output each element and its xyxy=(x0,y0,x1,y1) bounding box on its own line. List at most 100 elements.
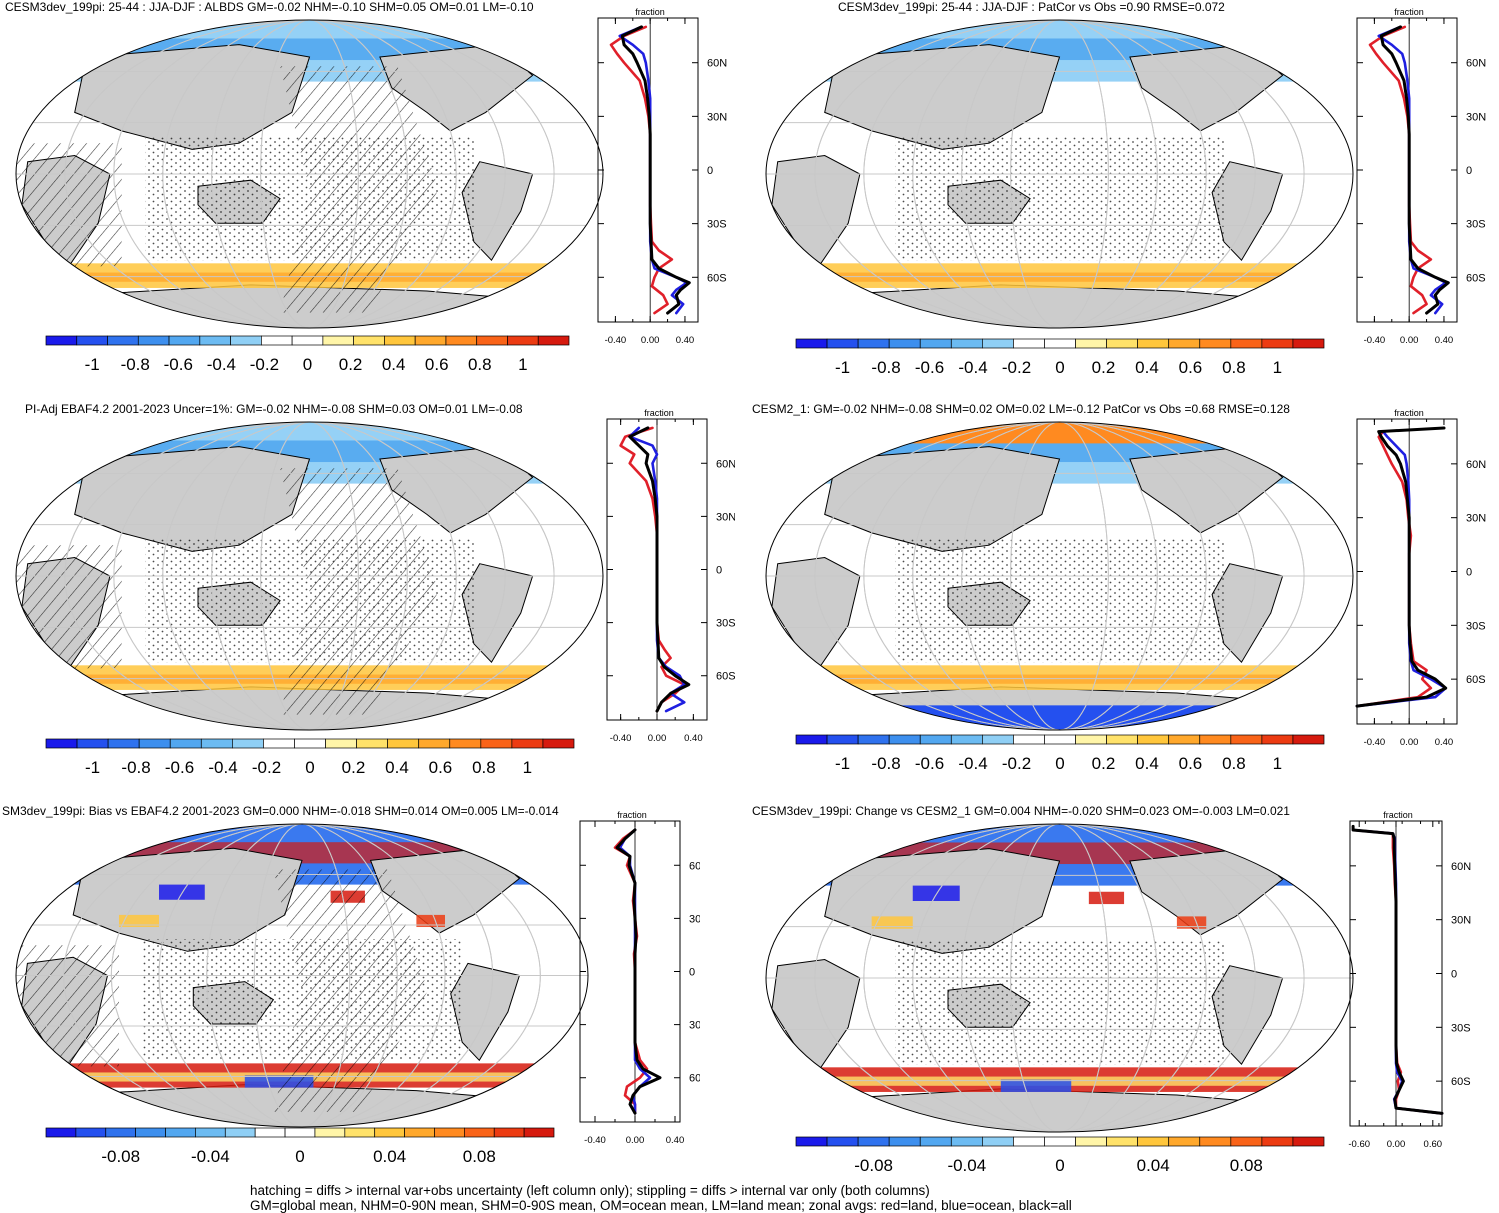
colorbar-label: 0.08 xyxy=(1230,1156,1263,1175)
zonal-series-line xyxy=(628,426,691,713)
colorbar-swatch xyxy=(950,1136,983,1147)
panel-2-colorbar: -1 -0.8 -0.6 -0.4 -0.2 0 0.2 0.4 0.6 0.8 1 xyxy=(795,338,1325,377)
zonal-series-line xyxy=(1355,430,1433,708)
y-tick-label: 0 xyxy=(716,565,722,577)
colorbar-swatch xyxy=(384,335,416,346)
panel-1-zonal-profile: fraction -0.40 0.00 0.40 60N 30N 0 30S 60S xyxy=(597,7,727,345)
y-tick-label: 30S xyxy=(1451,1022,1471,1034)
colorbar-swatch xyxy=(888,734,921,745)
colorbar-label: -0.4 xyxy=(958,754,987,773)
colorbar-swatch xyxy=(344,1127,376,1138)
panel-5-colorbar: -0.08 -0.04 0 0.04 0.08 xyxy=(45,1127,555,1166)
colorbar-label: 0.2 xyxy=(342,758,366,777)
y-tick-label: 60N xyxy=(1451,861,1471,873)
y-tick-label: 30N xyxy=(1451,915,1471,927)
x-axis-label: fraction xyxy=(1394,408,1424,418)
colorbar-swatch xyxy=(950,338,983,349)
colorbar-swatch xyxy=(434,1127,465,1138)
y-tick-label: 60S xyxy=(1466,272,1486,284)
colorbar-label: -0.04 xyxy=(191,1147,230,1166)
y-tick-label: 0 xyxy=(1451,969,1457,981)
colorbar-swatch xyxy=(1230,734,1263,745)
colorbar-swatch xyxy=(1199,338,1232,349)
colorbar-label: -0.2 xyxy=(250,355,279,374)
colorbar-swatch xyxy=(1261,734,1294,745)
panel-4-map xyxy=(765,421,1354,731)
colorbar-swatch xyxy=(199,335,231,346)
colorbar-swatch xyxy=(1261,338,1294,349)
colorbar-swatch xyxy=(168,335,201,346)
colorbar-swatch xyxy=(414,335,447,346)
x-tick-label: 0.00 xyxy=(648,733,667,744)
colorbar-swatch xyxy=(826,338,859,349)
colorbar-swatch xyxy=(464,1127,495,1138)
colorbar-label: -0.8 xyxy=(871,754,900,773)
colorbar-label: 0 xyxy=(1055,754,1064,773)
y-tick-label: 0 xyxy=(689,967,695,979)
y-tick-label: 60N xyxy=(689,860,700,872)
colorbar-label: -0.6 xyxy=(915,358,944,377)
y-tick-label: 60S xyxy=(716,671,735,683)
zonal-series-line xyxy=(615,828,662,1115)
colorbar-swatch xyxy=(230,335,262,346)
x-tick-label: -0.40 xyxy=(610,733,632,744)
panel-1-map xyxy=(15,19,604,329)
y-tick-label: 60N xyxy=(1466,459,1486,471)
colorbar-swatch xyxy=(1292,734,1325,745)
colorbar-label: -0.08 xyxy=(101,1147,140,1166)
x-axis-label: fraction xyxy=(644,408,674,418)
panel-3-map xyxy=(15,421,604,731)
colorbar-swatch xyxy=(1075,338,1107,349)
y-tick-label: 60N xyxy=(1466,58,1486,70)
panel-3-zonal-profile: fraction -0.40 0.00 0.40 60N 30N 0 30S 60S xyxy=(606,408,735,744)
colorbar-swatch xyxy=(232,738,264,749)
colorbar-label: -0.4 xyxy=(207,355,236,374)
colorbar-label: -0.2 xyxy=(1002,358,1031,377)
colorbar-label: 0.2 xyxy=(1092,754,1116,773)
colorbar-label: 0.8 xyxy=(468,355,492,374)
colorbar-label: -0.6 xyxy=(915,754,944,773)
y-tick-label: 30S xyxy=(1466,219,1486,231)
y-tick-label: 60S xyxy=(1451,1076,1471,1088)
colorbar-swatch xyxy=(1013,1136,1045,1147)
colorbar-label: -1 xyxy=(85,355,100,374)
figure-footnote: hatching = diffs > internal var+obs unce… xyxy=(250,1183,1072,1213)
colorbar-swatch xyxy=(857,338,890,349)
y-tick-label: 0 xyxy=(707,165,713,177)
colorbar-swatch xyxy=(314,1127,346,1138)
panel-3-colorbar: -1 -0.8 -0.6 -0.4 -0.2 0 0.2 0.4 0.6 0.8 1 xyxy=(45,738,575,777)
colorbar-swatch xyxy=(254,1127,286,1138)
panel-5-title: SM3dev_199pi: Bias vs EBAF4.2 2001-2023 … xyxy=(2,804,559,818)
colorbar-swatch xyxy=(294,738,326,749)
y-tick-label: 30N xyxy=(689,913,700,925)
colorbar-swatch xyxy=(261,335,293,346)
colorbar-swatch xyxy=(200,738,233,749)
colorbar-swatch xyxy=(1106,734,1138,745)
colorbar-label: 0.2 xyxy=(339,355,363,374)
colorbar-label: 0.04 xyxy=(1137,1156,1170,1175)
colorbar-swatch xyxy=(511,738,544,749)
panel-1-title: CESM3dev_199pi: 25-44 : JJA-DJF : ALBDS … xyxy=(5,0,534,14)
colorbar-swatch xyxy=(1137,734,1170,745)
colorbar-swatch xyxy=(45,335,78,346)
colorbar-swatch xyxy=(982,734,1014,745)
colorbar-swatch xyxy=(137,335,170,346)
colorbar-label: 1 xyxy=(1273,754,1282,773)
x-tick-label: 0.00 xyxy=(1400,737,1419,748)
colorbar-label: 0 xyxy=(305,758,314,777)
colorbar-swatch xyxy=(387,738,420,749)
colorbar-label: -0.2 xyxy=(1002,754,1031,773)
colorbar-label: -0.6 xyxy=(164,355,193,374)
colorbar-swatch xyxy=(1137,1136,1170,1147)
zonal-series-line xyxy=(1379,25,1450,315)
colorbar-swatch xyxy=(75,1127,107,1138)
colorbar-swatch xyxy=(165,1127,196,1138)
colorbar-label: 0.6 xyxy=(1179,358,1203,377)
colorbar-label: 1 xyxy=(518,355,527,374)
colorbar-swatch xyxy=(224,1127,256,1138)
colorbar-swatch xyxy=(982,338,1014,349)
colorbar-swatch xyxy=(1106,1136,1138,1147)
panel-2-zonal-profile: fraction -0.40 0.00 0.40 60N 30N 0 30S 60S xyxy=(1356,7,1486,346)
y-tick-label: 30N xyxy=(707,111,727,123)
colorbar-swatch xyxy=(418,738,451,749)
